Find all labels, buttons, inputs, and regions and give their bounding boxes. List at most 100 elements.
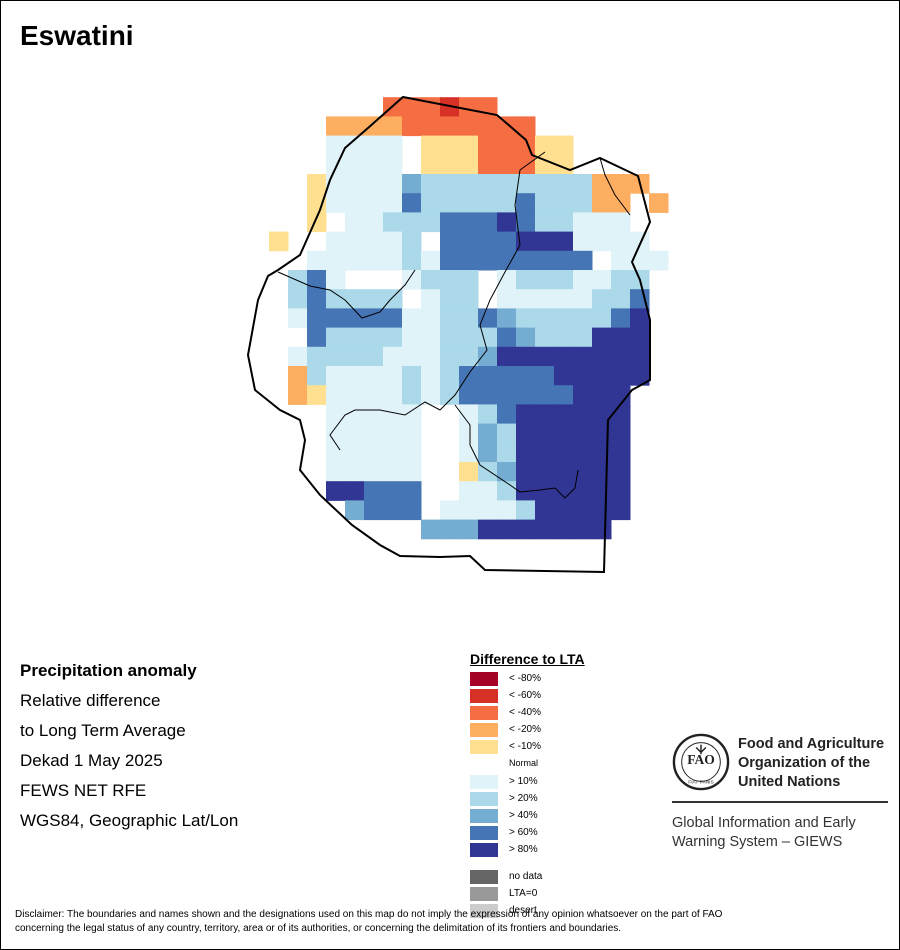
grid-cell xyxy=(440,519,460,540)
grid-cell xyxy=(383,193,403,213)
grid-cell xyxy=(364,212,384,233)
grid-cell xyxy=(459,462,479,482)
grid-cell xyxy=(535,193,555,213)
grid-cell xyxy=(459,346,479,367)
grid-cell xyxy=(478,193,498,213)
grid-cell xyxy=(326,327,346,348)
grid-cell xyxy=(326,366,346,386)
grid-cell xyxy=(592,270,612,290)
grid-cell xyxy=(592,327,612,348)
grid-cell xyxy=(440,366,460,386)
grid-cell xyxy=(326,270,346,290)
grid-cell xyxy=(459,154,479,175)
grid-cell xyxy=(421,519,441,540)
grid-cell xyxy=(554,519,574,540)
region-boundary-3 xyxy=(454,404,579,499)
grid-cell xyxy=(535,519,555,540)
grid-cell xyxy=(345,462,365,482)
grid-cell xyxy=(592,385,612,405)
grid-cell xyxy=(478,423,498,444)
grid-cell xyxy=(573,212,593,233)
grid-cell xyxy=(497,212,517,233)
legend-swatch xyxy=(470,826,498,840)
legend-swatch xyxy=(470,775,498,789)
info-reference: to Long Term Average xyxy=(20,721,186,740)
grid-cell xyxy=(516,116,536,137)
grid-cell xyxy=(535,366,555,386)
grid-cell xyxy=(459,212,479,233)
grid-cell xyxy=(307,250,327,271)
grid-cell xyxy=(497,270,517,290)
grid-cell xyxy=(345,135,365,156)
grid-cell xyxy=(478,250,498,271)
grid-cell xyxy=(573,193,593,213)
grid-cell xyxy=(364,481,384,501)
info-period: Dekad 1 May 2025 xyxy=(20,751,163,770)
grid-cell xyxy=(592,212,612,233)
grid-cell xyxy=(459,97,479,117)
grid-cell xyxy=(459,327,479,348)
grid-cell xyxy=(611,250,631,271)
grid-cell xyxy=(535,404,555,425)
grid-cell xyxy=(459,519,479,540)
grid-cell xyxy=(478,519,498,540)
grid-cell xyxy=(554,231,574,252)
grid-cell xyxy=(364,346,384,367)
grid-cell xyxy=(402,442,422,463)
grid-cell xyxy=(345,327,365,348)
grid-cell xyxy=(554,327,574,348)
grid-cell xyxy=(592,481,612,501)
grid-cell xyxy=(364,462,384,482)
grid-cell xyxy=(592,519,612,540)
grid-cell xyxy=(345,442,365,463)
grid-cell xyxy=(535,442,555,463)
grid-cell xyxy=(364,231,384,252)
grid-cell xyxy=(402,212,422,233)
giews-line1: Global Information and Early xyxy=(672,815,856,831)
giews-line2: Warning System – GIEWS xyxy=(672,834,843,850)
grid-cell xyxy=(421,289,441,309)
grid-cell xyxy=(611,174,631,194)
grid-cell xyxy=(345,404,365,425)
fao-name-line3: United Nations xyxy=(738,774,841,790)
grid-cell xyxy=(478,442,498,463)
grid-cell xyxy=(345,250,365,271)
grid-cell xyxy=(440,174,460,194)
grid-cell xyxy=(383,289,403,309)
legend-swatch xyxy=(470,672,498,686)
legend-swatch xyxy=(470,740,498,754)
grid-cell xyxy=(554,404,574,425)
grid-cell xyxy=(516,404,536,425)
grid-cell xyxy=(307,327,327,348)
fao-logo-motto: FIAT PANIS xyxy=(688,779,714,785)
grid-cell xyxy=(440,97,460,117)
grid-cell xyxy=(497,289,517,309)
grid-cell xyxy=(573,423,593,444)
legend-normal-label: Normal xyxy=(509,758,539,768)
grid-cell xyxy=(326,135,346,156)
grid-cell xyxy=(478,500,498,521)
grid-cell xyxy=(459,231,479,252)
legend-label: no data xyxy=(509,871,543,882)
grid-cell xyxy=(516,212,536,233)
eswatini-border xyxy=(246,95,652,574)
grid-cell xyxy=(573,289,593,309)
grid-cell xyxy=(592,174,612,194)
grid-cell xyxy=(364,135,384,156)
grid-cell xyxy=(402,366,422,386)
fao-name-line2: Organization of the xyxy=(738,755,871,771)
legend: Difference to LTA < -80% < -60% < -40% < -2… xyxy=(470,651,670,918)
grid-cell xyxy=(478,135,498,156)
grid-cell xyxy=(535,154,555,175)
grid-cell xyxy=(630,327,650,348)
grid-cell xyxy=(535,212,555,233)
legend-swatch xyxy=(470,809,498,823)
grid-cell xyxy=(440,116,460,137)
grid-cell xyxy=(630,366,650,386)
fao-logo-letters: FAO xyxy=(687,752,715,767)
grid-cell xyxy=(440,154,460,175)
grid-cell xyxy=(345,231,365,252)
grid-cell xyxy=(535,308,555,329)
grid-cell xyxy=(516,193,536,213)
grid-cell xyxy=(516,308,536,329)
